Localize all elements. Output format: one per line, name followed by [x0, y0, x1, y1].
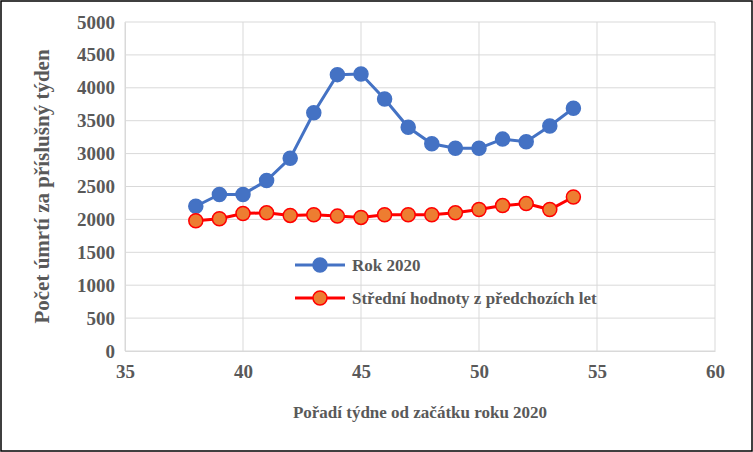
legend: Rok 2020 Střední hodnoty z předchozích le…	[295, 256, 597, 308]
chart-frame	[1, 1, 752, 451]
grid-line-y	[125, 318, 715, 319]
tick: 40	[234, 351, 253, 382]
series-marker	[519, 197, 533, 211]
series-marker	[189, 214, 203, 228]
series-marker	[307, 106, 321, 120]
series-marker	[543, 203, 557, 217]
tick: 1500	[77, 242, 125, 263]
y-axis: 0 500 1000 1500 2000 2500 3000 3500 4000 4500 5000	[77, 12, 126, 362]
grid-line-y	[125, 351, 715, 352]
tick-label: 3500	[77, 110, 115, 131]
series-marker	[566, 101, 580, 115]
tick: 500	[87, 308, 126, 329]
tick-label: 500	[87, 308, 116, 329]
tick: 0	[106, 341, 126, 362]
grid-line-y	[125, 120, 715, 121]
series-marker	[378, 208, 392, 222]
series-marker	[330, 209, 344, 223]
legend-marker	[313, 258, 327, 272]
tick: 3500	[77, 110, 125, 131]
series-marker	[401, 208, 415, 222]
tick-label: 35	[116, 361, 135, 382]
series-marker	[212, 187, 226, 201]
tick: 60	[706, 351, 725, 382]
grid-line-y	[125, 87, 715, 88]
series-marker	[212, 212, 226, 226]
series-marker	[496, 132, 510, 146]
tick-label: 2000	[77, 209, 115, 230]
plot-area	[189, 67, 581, 228]
grid-line-y	[125, 186, 715, 187]
tick: 4000	[77, 77, 125, 98]
legend-label: Střední hodnoty z předchozích let	[352, 289, 597, 308]
series-marker	[519, 135, 533, 149]
series-marker	[425, 208, 439, 222]
x-axis: 35 40 45 50 55 60	[116, 351, 725, 382]
grid-line-x	[597, 22, 598, 351]
series-marker	[472, 141, 486, 155]
tick-label: 40	[234, 361, 253, 382]
series-marker	[354, 67, 368, 81]
series-marker	[566, 190, 580, 204]
series-marker	[496, 199, 510, 213]
series-marker	[283, 208, 297, 222]
series-marker	[472, 203, 486, 217]
series-marker	[236, 206, 250, 220]
tick-label: 1500	[77, 242, 115, 263]
grid-line-y	[125, 22, 715, 23]
tick-label: 45	[352, 361, 371, 382]
series-marker	[401, 120, 415, 134]
tick: 5000	[77, 12, 125, 33]
series-marker	[543, 119, 557, 133]
chart: 35 40 45 50 55 60 0 500 1000 1500 2000 2500 3000 3500…	[0, 0, 753, 452]
series-line	[196, 74, 574, 206]
grid-line-y	[125, 252, 715, 253]
series-marker	[260, 174, 274, 188]
tick-label: 5000	[77, 12, 115, 33]
tick-label: 50	[470, 361, 489, 382]
series-marker	[330, 68, 344, 82]
series-marker	[283, 151, 297, 165]
legend-label: Rok 2020	[352, 256, 420, 275]
tick: 2000	[77, 209, 125, 230]
tick-label: 2500	[77, 176, 115, 197]
series-marker	[448, 206, 462, 220]
grid-line-x	[715, 22, 716, 351]
tick-label: 55	[588, 361, 607, 382]
tick: 4500	[77, 44, 125, 65]
legend-marker	[313, 291, 327, 305]
tick: 2500	[77, 176, 125, 197]
tick: 3000	[77, 143, 125, 164]
axis-line	[126, 351, 716, 352]
tick: 1000	[77, 275, 125, 296]
grid-line-y	[125, 153, 715, 154]
series-marker	[189, 199, 203, 213]
tick-label: 60	[706, 361, 725, 382]
tick: 55	[588, 351, 607, 382]
series-marker	[378, 92, 392, 106]
grid-line-x	[125, 22, 126, 351]
x-axis-title: Pořadí týdne od začátku roku 2020	[293, 403, 547, 422]
series-marker	[260, 206, 274, 220]
axis-line	[125, 23, 126, 352]
series-marker	[425, 137, 439, 151]
tick: 35	[116, 351, 135, 382]
tick-label: 4500	[77, 44, 115, 65]
y-axis-title: Počet úmrtí za příslušný týden	[30, 49, 54, 323]
grid-line-y	[125, 54, 715, 55]
tick-label: 4000	[77, 77, 115, 98]
tick-label: 3000	[77, 143, 115, 164]
tick-label: 1000	[77, 275, 115, 296]
tick: 50	[470, 351, 489, 382]
grid-line-y	[125, 285, 715, 286]
series-marker	[236, 187, 250, 201]
tick: 45	[352, 351, 371, 382]
series-marker	[448, 141, 462, 155]
series-marker	[354, 210, 368, 224]
grid	[125, 22, 715, 351]
tick-label: 0	[106, 341, 116, 362]
grid-line-x	[243, 22, 244, 351]
series-marker	[307, 208, 321, 222]
